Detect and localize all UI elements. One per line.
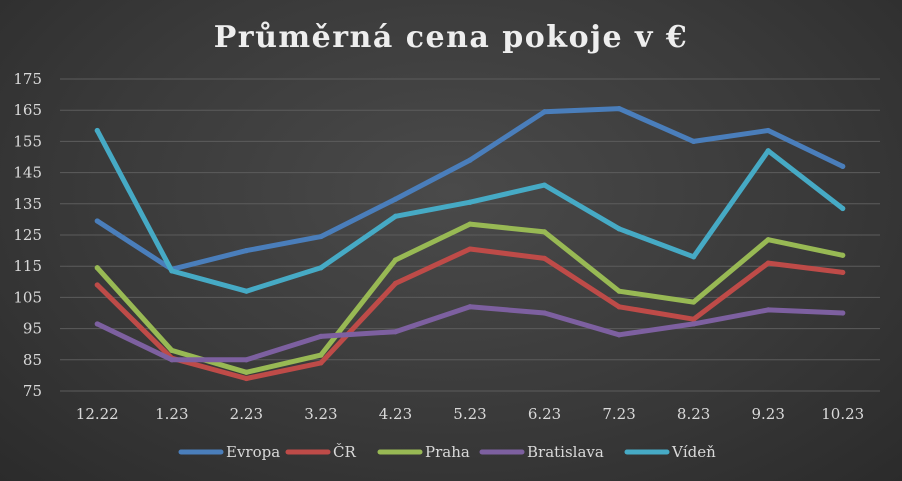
- data-point: [318, 360, 324, 366]
- data-point: [840, 269, 846, 276]
- series-lines: [94, 106, 846, 382]
- gridlines: [60, 78, 880, 392]
- data-point: [243, 369, 249, 375]
- data-point: [691, 316, 697, 322]
- data-point: [94, 265, 100, 271]
- data-point: [392, 329, 399, 335]
- chart-title: Průměrná cena pokoje v €: [214, 20, 688, 55]
- data-point: [467, 304, 473, 310]
- series-line-3: [94, 304, 846, 363]
- data-point: [765, 127, 771, 134]
- data-point: [94, 282, 100, 288]
- data-point: [169, 268, 175, 274]
- data-point: [243, 248, 249, 254]
- series-line-2: [94, 221, 846, 375]
- data-point: [691, 254, 697, 260]
- data-point: [616, 106, 622, 112]
- data-point: [616, 332, 622, 338]
- x-tick-label: 3.23: [304, 405, 337, 423]
- y-tick-label: 85: [23, 351, 42, 369]
- y-tick-label: 105: [13, 288, 42, 306]
- series-line-0: [94, 106, 846, 272]
- data-point: [94, 127, 100, 134]
- data-point: [169, 357, 175, 363]
- data-point: [318, 233, 324, 240]
- data-point: [840, 310, 846, 316]
- legend-label: Evropa: [226, 443, 280, 461]
- data-point: [467, 221, 473, 227]
- data-point: [243, 288, 249, 294]
- x-tick-label: 2.23: [230, 405, 263, 423]
- data-point: [541, 229, 548, 235]
- x-tick-label: 9.23: [751, 405, 784, 423]
- legend: Evropa ČR Praha Bratislava Vídeň: [178, 443, 716, 461]
- y-tick-label: 145: [13, 164, 42, 182]
- y-tick-label: 75: [23, 382, 42, 400]
- data-point: [392, 196, 399, 202]
- data-point: [94, 321, 100, 327]
- series-line-4: [94, 128, 846, 294]
- y-tick-label: 135: [13, 195, 42, 213]
- y-tick-label: 115: [13, 257, 42, 275]
- y-tick-label: 165: [13, 101, 42, 119]
- y-tick-label: 125: [13, 226, 42, 244]
- data-point: [541, 182, 548, 188]
- y-axis-ticks: 75 85 95 105 115 125 135 145 155 165 175: [13, 70, 42, 400]
- data-point: [467, 246, 473, 252]
- legend-label: ČR: [333, 443, 356, 461]
- data-point: [765, 307, 771, 313]
- x-tick-label: 10.23: [821, 405, 864, 423]
- data-point: [765, 148, 771, 154]
- data-point: [467, 157, 473, 163]
- data-point: [691, 138, 697, 144]
- y-tick-label: 175: [13, 70, 42, 88]
- data-point: [243, 375, 249, 382]
- legend-label: Bratislava: [527, 443, 604, 461]
- data-point: [392, 280, 399, 286]
- data-point: [392, 257, 399, 263]
- data-point: [765, 237, 771, 243]
- data-point: [541, 109, 548, 115]
- y-tick-label: 95: [23, 320, 42, 338]
- x-tick-label: 4.23: [379, 405, 412, 423]
- x-tick-label: 5.23: [453, 405, 486, 423]
- x-tick-label: 6.23: [528, 405, 561, 423]
- x-tick-label: 8.23: [677, 405, 710, 423]
- y-tick-label: 155: [13, 132, 42, 150]
- data-point: [94, 218, 100, 224]
- data-point: [318, 352, 324, 358]
- data-point: [616, 288, 622, 294]
- data-point: [243, 357, 249, 363]
- data-point: [691, 321, 697, 327]
- x-tick-label: 7.23: [602, 405, 635, 423]
- data-point: [541, 310, 548, 316]
- data-point: [840, 205, 846, 212]
- data-point: [616, 226, 622, 232]
- data-point: [765, 260, 771, 266]
- legend-label: Praha: [425, 443, 470, 461]
- x-tick-label: 12.22: [76, 405, 119, 423]
- data-point: [392, 213, 399, 219]
- data-point: [467, 199, 473, 205]
- data-point: [840, 163, 846, 169]
- data-point: [691, 299, 697, 305]
- x-axis-ticks: 12.22 1.23 2.23 3.23 4.23 5.23 6.23 7.23 8.23 9.2…: [76, 405, 864, 423]
- data-point: [169, 347, 175, 354]
- data-point: [318, 265, 324, 271]
- legend-label: Vídeň: [671, 443, 716, 461]
- data-point: [541, 255, 548, 261]
- data-point: [318, 333, 324, 339]
- x-tick-label: 1.23: [155, 405, 188, 423]
- data-point: [840, 252, 846, 258]
- data-point: [616, 304, 622, 310]
